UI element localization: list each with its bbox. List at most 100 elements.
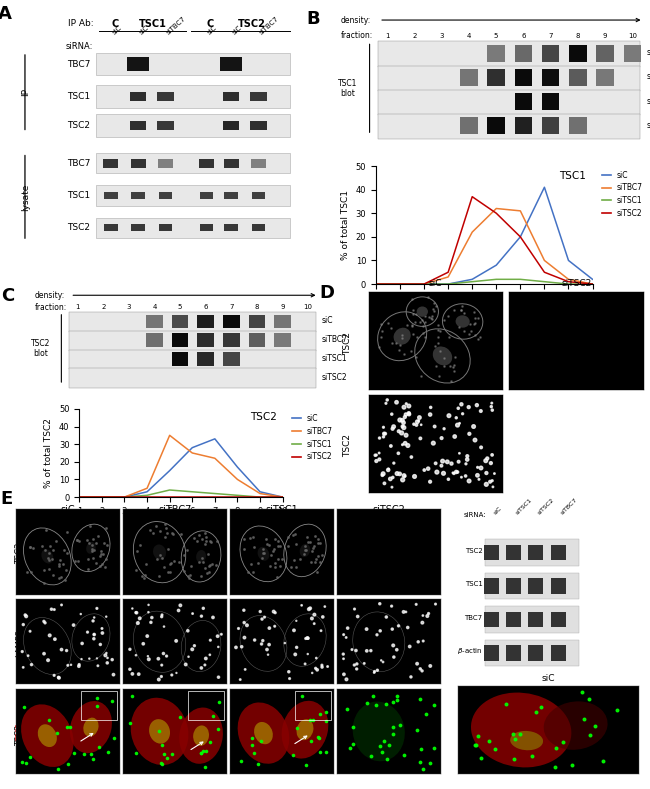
Point [376, 325, 387, 338]
Text: 1: 1 [385, 32, 389, 39]
Ellipse shape [296, 720, 313, 740]
Bar [515, 45, 532, 62]
Point [476, 751, 486, 764]
Point [399, 348, 410, 361]
Point [415, 694, 425, 706]
Point [18, 619, 29, 631]
Bar [96, 53, 290, 76]
Point [283, 531, 293, 544]
Point [315, 555, 325, 568]
Point [101, 647, 112, 660]
Point [266, 548, 277, 561]
Point [131, 746, 141, 759]
siTSC1 [420, 279, 428, 289]
Point [456, 304, 466, 316]
Point [205, 649, 215, 661]
Point [406, 319, 417, 331]
Point [277, 552, 287, 565]
Point [25, 540, 35, 553]
siTBC7 [279, 492, 287, 502]
Point [62, 757, 73, 770]
Bar [542, 118, 560, 134]
Point [26, 658, 36, 671]
Point [487, 397, 497, 409]
Point [61, 525, 72, 538]
Ellipse shape [21, 705, 73, 767]
Point [171, 634, 181, 647]
Bar [172, 353, 188, 365]
Point [489, 467, 500, 480]
Bar [596, 69, 614, 86]
Point [51, 727, 62, 739]
Point [471, 739, 481, 751]
Point [54, 572, 64, 585]
Point [417, 313, 427, 326]
Point [372, 664, 383, 677]
Point [308, 541, 318, 554]
Point [189, 639, 200, 652]
Point [285, 561, 296, 574]
Point [449, 365, 460, 377]
Text: lysate: lysate [21, 183, 30, 211]
Point [369, 690, 379, 702]
Point [310, 530, 320, 543]
Point [157, 611, 167, 623]
Point [45, 540, 55, 552]
Point [420, 331, 430, 343]
Point [22, 566, 32, 578]
Text: C: C [207, 19, 215, 29]
Point [415, 663, 426, 675]
Point [57, 643, 67, 656]
siTSC1 [565, 279, 573, 289]
Point [395, 413, 405, 426]
Point [401, 398, 411, 410]
Point [291, 538, 302, 551]
siC [420, 279, 428, 289]
Point [194, 529, 204, 541]
Point [99, 537, 109, 549]
Point [550, 761, 560, 773]
Point [18, 661, 29, 674]
Ellipse shape [456, 316, 470, 327]
Point [57, 558, 68, 570]
Point [370, 449, 380, 462]
Point [44, 714, 55, 727]
Point [254, 556, 264, 569]
Point [413, 414, 424, 427]
Point [202, 534, 212, 547]
Bar [528, 578, 543, 594]
Point [144, 653, 154, 666]
Point [165, 558, 176, 570]
Point [430, 598, 441, 611]
Point [410, 316, 421, 328]
Point [425, 757, 436, 770]
Bar [249, 334, 265, 346]
Point [300, 540, 310, 552]
Point [578, 712, 589, 725]
Point [430, 339, 440, 352]
Point [153, 724, 164, 737]
Point [404, 408, 414, 421]
Point [439, 422, 449, 435]
Bar [198, 353, 214, 365]
siTBC7 [589, 279, 597, 289]
Point [245, 532, 255, 544]
Point [24, 541, 34, 554]
siC [121, 492, 129, 502]
Point [430, 360, 441, 372]
Point [148, 527, 159, 540]
Point [344, 742, 355, 755]
Text: TBC7: TBC7 [464, 615, 482, 621]
Bar [188, 691, 224, 720]
Point [398, 417, 409, 429]
Point [55, 553, 65, 566]
Point [448, 361, 458, 373]
Point [429, 305, 439, 317]
Bar [484, 611, 499, 627]
Point [411, 419, 422, 432]
Point [157, 757, 167, 770]
Point [347, 643, 358, 656]
Point [429, 698, 439, 711]
Point [109, 668, 119, 681]
Point [157, 608, 167, 621]
